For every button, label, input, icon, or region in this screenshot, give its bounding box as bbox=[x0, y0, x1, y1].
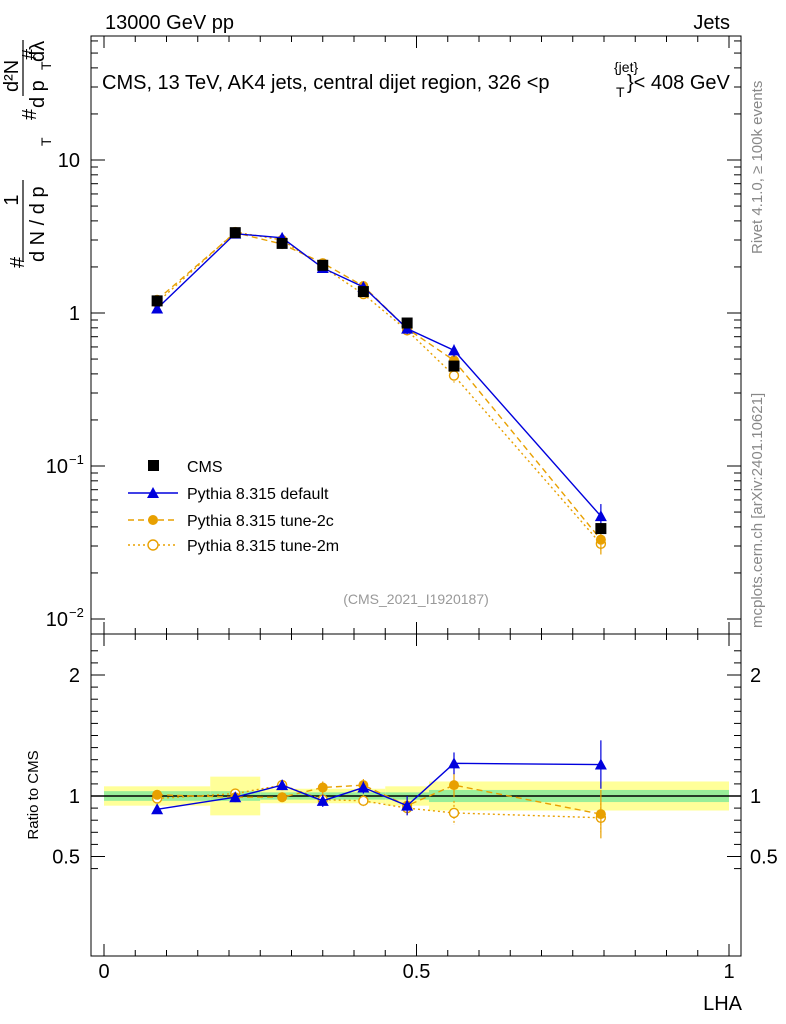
ratio-tune-2c-point bbox=[317, 782, 328, 793]
ratio-series bbox=[151, 740, 607, 839]
ratio-default-point bbox=[276, 779, 289, 791]
ratio-axis-ticks: 2 2 1 1 0.5 0.5 0 0.5 1 bbox=[52, 634, 778, 983]
ylabel-dn: d N / d p bbox=[27, 186, 49, 262]
ratio-tune-2c-point bbox=[277, 792, 288, 803]
ratio-y-tick-label-right: 1 bbox=[750, 786, 761, 808]
y-axis-label: # 1 d N / d p T # d²N d p T # dλ bbox=[1, 40, 54, 268]
ylabel-t1: T bbox=[38, 137, 54, 146]
ratio-tune-2m-point bbox=[358, 795, 369, 807]
ratio-y-tick-label: 2 bbox=[69, 665, 80, 687]
ratio-default-point bbox=[229, 791, 242, 803]
ratio-y-tick-label-right: 0.5 bbox=[750, 847, 778, 869]
default-data-point bbox=[151, 302, 164, 314]
x-axis-label: LHA bbox=[703, 993, 743, 1015]
ratio-panel: 2 2 1 1 0.5 0.5 0 0.5 1 bbox=[52, 633, 778, 983]
cms-data-point bbox=[317, 259, 329, 271]
legend-item-tune-2c: Pythia 8.315 tune-2c bbox=[128, 513, 334, 530]
default-data-point bbox=[448, 344, 460, 356]
ratio-tune-2m-point bbox=[448, 807, 460, 819]
rivet-label: Rivet 4.1.0, ≥ 100k events bbox=[749, 81, 766, 254]
legend-marker-default bbox=[147, 487, 159, 498]
plot-title: CMS, 13 TeV, AK4 jets, central dijet reg… bbox=[102, 59, 731, 100]
legend-marker-tune-2c bbox=[148, 515, 158, 525]
analysis-id: (CMS_2021_I1920187) bbox=[343, 591, 489, 607]
ratio-tune-2c-point bbox=[449, 780, 459, 791]
ratio-line-1 bbox=[157, 762, 601, 811]
ylabel-t2: T bbox=[38, 61, 54, 70]
cms-data-point bbox=[448, 360, 460, 372]
legend-label-cms: CMS bbox=[187, 459, 223, 476]
ratio-line-2 bbox=[157, 784, 602, 815]
legend-marker-cms bbox=[148, 460, 159, 471]
title-sub: T bbox=[616, 84, 625, 100]
cms-data-point bbox=[229, 227, 241, 239]
ratio-tune-2c-point bbox=[595, 809, 606, 820]
legend-item-tune-2m: Pythia 8.315 tune-2m bbox=[128, 538, 339, 555]
ratio-default-point bbox=[357, 781, 370, 793]
ratio-tune-2c-point bbox=[152, 789, 163, 800]
tune-2m-data-point bbox=[448, 370, 460, 381]
ylabel-one: 1 bbox=[1, 194, 23, 205]
legend-item-cms: CMS bbox=[148, 459, 223, 476]
ylabel-hash1: # bbox=[7, 256, 29, 268]
main-y-tick-label: 10 bbox=[58, 150, 80, 172]
cms-data-point bbox=[276, 237, 288, 249]
main-y-tick-label: 10 bbox=[46, 609, 68, 631]
main-y-tick-exponent: −2 bbox=[69, 605, 84, 620]
ratio-default-point bbox=[448, 757, 460, 769]
ratio-y-label: Ratio to CMS bbox=[25, 750, 42, 839]
ylabel-hash3: # bbox=[19, 48, 41, 60]
cms-data-point bbox=[151, 295, 163, 307]
ratio-y-tick-label-right: 2 bbox=[750, 665, 761, 687]
ratio-y-tick-label: 1 bbox=[69, 786, 80, 808]
mcplots-label: mcplots.cern.ch [arXiv:2401.10621] bbox=[749, 393, 766, 628]
ratio-default-point bbox=[594, 758, 607, 770]
legend-marker-tune-2m bbox=[147, 539, 159, 551]
ylabel-d2n: d²N bbox=[1, 60, 23, 92]
energy-label: 13000 GeV pp bbox=[105, 12, 234, 34]
legend: CMS Pythia 8.315 default Pythia 8.315 tu… bbox=[128, 459, 339, 555]
legend-label-tune-2m: Pythia 8.315 tune-2m bbox=[187, 538, 339, 555]
cms-data-point bbox=[401, 317, 413, 329]
x-tick-label: 0 bbox=[98, 961, 109, 983]
ratio-line-3 bbox=[157, 784, 601, 819]
ratio-default-point bbox=[401, 799, 414, 811]
main-y-tick-exponent: −1 bbox=[69, 452, 84, 467]
title-main: CMS, 13 TeV, AK4 jets, central dijet reg… bbox=[102, 72, 550, 94]
cms-data-point bbox=[595, 523, 607, 535]
ylabel-dpt: d p bbox=[27, 80, 49, 108]
main-y-tick-label: 1 bbox=[69, 303, 80, 325]
legend-item-default: Pythia 8.315 default bbox=[128, 486, 329, 503]
title-sup: {jet} bbox=[614, 59, 638, 75]
series-line-1 bbox=[156, 232, 602, 517]
x-tick-label: 0.5 bbox=[403, 961, 431, 983]
legend-label-tune-2c: Pythia 8.315 tune-2c bbox=[187, 513, 334, 530]
x-tick-label: 1 bbox=[723, 961, 734, 983]
series-line-3 bbox=[156, 231, 602, 545]
default-data-point bbox=[594, 510, 607, 522]
ratio-default-point bbox=[151, 803, 164, 815]
ylabel-dl: dλ bbox=[27, 41, 49, 62]
ratio-default-point bbox=[316, 794, 329, 806]
title-end: }< 408 GeV bbox=[627, 72, 731, 94]
ratio-y-tick-label: 0.5 bbox=[52, 847, 80, 869]
category-label: Jets bbox=[693, 12, 730, 34]
cms-data-point bbox=[357, 286, 369, 298]
main-y-tick-label: 10 bbox=[46, 456, 68, 478]
ylabel-hash2: # bbox=[19, 108, 41, 120]
legend-label-default: Pythia 8.315 default bbox=[187, 486, 329, 503]
tune-2c-data-point bbox=[595, 534, 606, 545]
main-series bbox=[151, 226, 607, 555]
